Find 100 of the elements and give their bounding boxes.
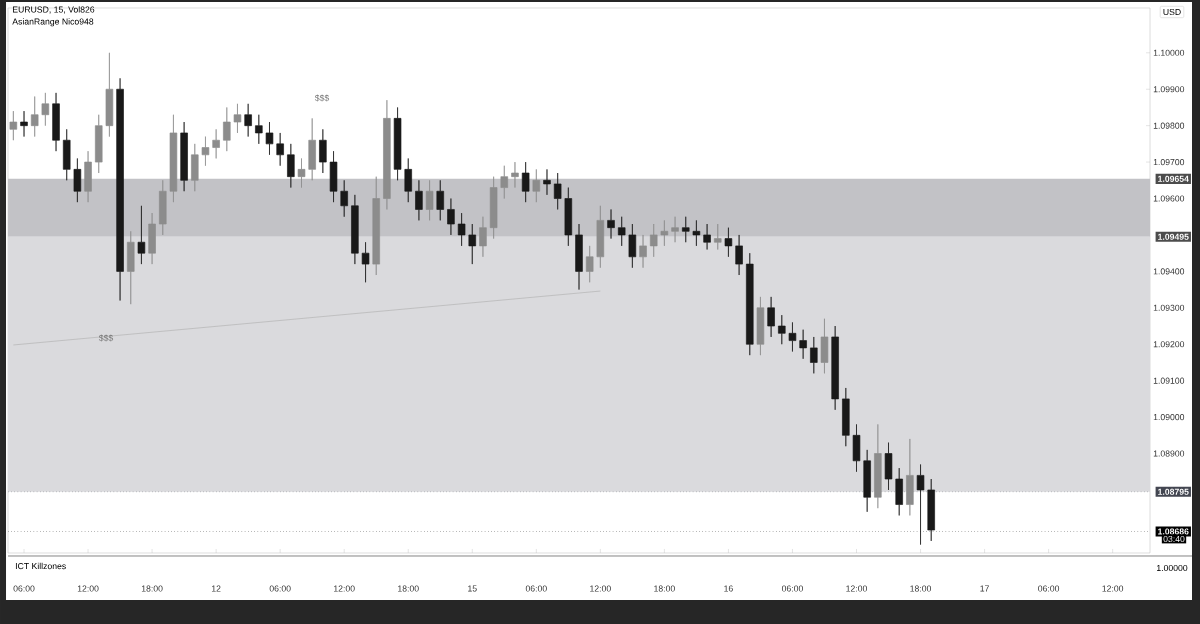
candlestick <box>137 205 146 265</box>
text: USD <box>1163 8 1181 16</box>
candlestick <box>660 220 669 247</box>
x-tick-label: 16 <box>724 585 733 592</box>
candlestick <box>84 150 92 203</box>
candlestick <box>906 438 914 516</box>
text: 03:40 <box>1163 535 1185 543</box>
candlestick <box>52 92 60 152</box>
candlestick <box>479 216 487 258</box>
candlestick <box>511 161 519 188</box>
candlestick <box>639 234 647 269</box>
candlestick <box>415 179 423 221</box>
candlestick <box>308 118 316 181</box>
x-tick-label: 18:00 <box>654 585 675 592</box>
candlestick <box>20 110 28 137</box>
candlestick <box>319 128 327 174</box>
x-tick-label: 06:00 <box>525 585 547 592</box>
candlestick <box>532 169 541 203</box>
candlestick <box>607 209 615 239</box>
candlestick <box>703 223 711 250</box>
x-tick-label: 12:00 <box>334 585 355 592</box>
x-tick-label: 06:00 <box>1038 585 1060 592</box>
candlestick <box>169 114 178 203</box>
x-tick-label: 06:00 <box>13 585 35 592</box>
annotation: $$$ <box>98 334 114 342</box>
x-tick-label: 12:00 <box>77 585 99 592</box>
candlestick <box>148 212 156 265</box>
x-tick-label: 06:00 <box>781 585 803 592</box>
candlestick <box>457 212 466 247</box>
candlestick <box>575 223 583 290</box>
candlestick <box>799 329 807 360</box>
candlestick <box>447 198 455 236</box>
x-tick-label: 12 <box>211 585 221 592</box>
candlestick <box>884 442 893 491</box>
candlestick <box>895 467 903 516</box>
x-tick-label: 12:00 <box>846 585 867 592</box>
candlestick <box>393 107 402 181</box>
x-tick-label: 17 <box>980 585 989 592</box>
band-label: 1.09495 <box>1158 233 1189 240</box>
candlestick <box>116 77 124 301</box>
candlestick <box>340 179 348 218</box>
candlestick <box>180 121 188 192</box>
y-tick-label: 1.09700 <box>1153 159 1185 166</box>
candlestick <box>9 110 18 141</box>
y-tick-label: 1.09100 <box>1153 377 1185 384</box>
x-tick-label: 06:00 <box>269 585 291 592</box>
candlestick <box>436 179 445 221</box>
candlestick <box>585 245 594 283</box>
candlestick <box>543 169 551 196</box>
candlestick <box>233 103 242 134</box>
chart-title: EURUSD, 15, Vol826 <box>12 6 95 14</box>
text: 1.00000 <box>1157 564 1188 572</box>
candlestick <box>191 143 199 192</box>
candlestick <box>30 96 39 137</box>
candlestick <box>831 325 839 411</box>
candlestick <box>842 387 850 447</box>
candlestick <box>489 176 498 239</box>
candlestick <box>287 143 295 188</box>
candlestick <box>329 150 338 203</box>
y-tick-label: 1.10000 <box>1153 49 1185 56</box>
candlestick <box>244 103 252 137</box>
candlestick <box>916 464 925 545</box>
candlestick <box>852 424 861 473</box>
candlestick <box>94 114 103 174</box>
candlestick <box>223 107 231 152</box>
candlestick <box>564 187 573 247</box>
candlestick <box>351 194 359 265</box>
candlestick <box>126 230 135 305</box>
x-tick-label: 12:00 <box>1102 585 1124 592</box>
candlestick <box>500 165 509 199</box>
ref-line-label: 1.08686 <box>1158 528 1189 535</box>
candlestick <box>297 158 306 188</box>
candlestick <box>767 296 775 338</box>
candlestick <box>681 216 690 243</box>
y-tick-label: 1.09400 <box>1153 268 1185 275</box>
candlestick <box>778 314 786 345</box>
candlestick <box>361 241 370 283</box>
candlestick <box>874 424 882 509</box>
band-label: 1.09654 <box>1158 175 1189 182</box>
x-tick-label: 18:00 <box>141 585 163 592</box>
candlestick <box>201 136 210 167</box>
x-tick-label: 18:00 <box>398 585 419 592</box>
candlestick <box>255 114 263 145</box>
candlestick <box>927 478 935 542</box>
candlestick <box>810 336 818 374</box>
y-tick-label: 1.09800 <box>1153 122 1185 129</box>
candlestick <box>372 176 380 276</box>
candlestick <box>714 223 722 250</box>
candlestick <box>521 161 530 203</box>
candlestick <box>649 223 658 258</box>
candlestick <box>863 449 871 513</box>
candlestick <box>425 179 434 221</box>
candlestick <box>73 158 82 203</box>
candlestick <box>724 227 733 258</box>
candlestick <box>41 92 50 126</box>
candlestick <box>468 223 477 265</box>
y-tick-label: 1.09200 <box>1153 341 1185 348</box>
candlestick <box>820 318 829 374</box>
candlestick <box>628 223 637 269</box>
candlestick <box>617 216 626 247</box>
